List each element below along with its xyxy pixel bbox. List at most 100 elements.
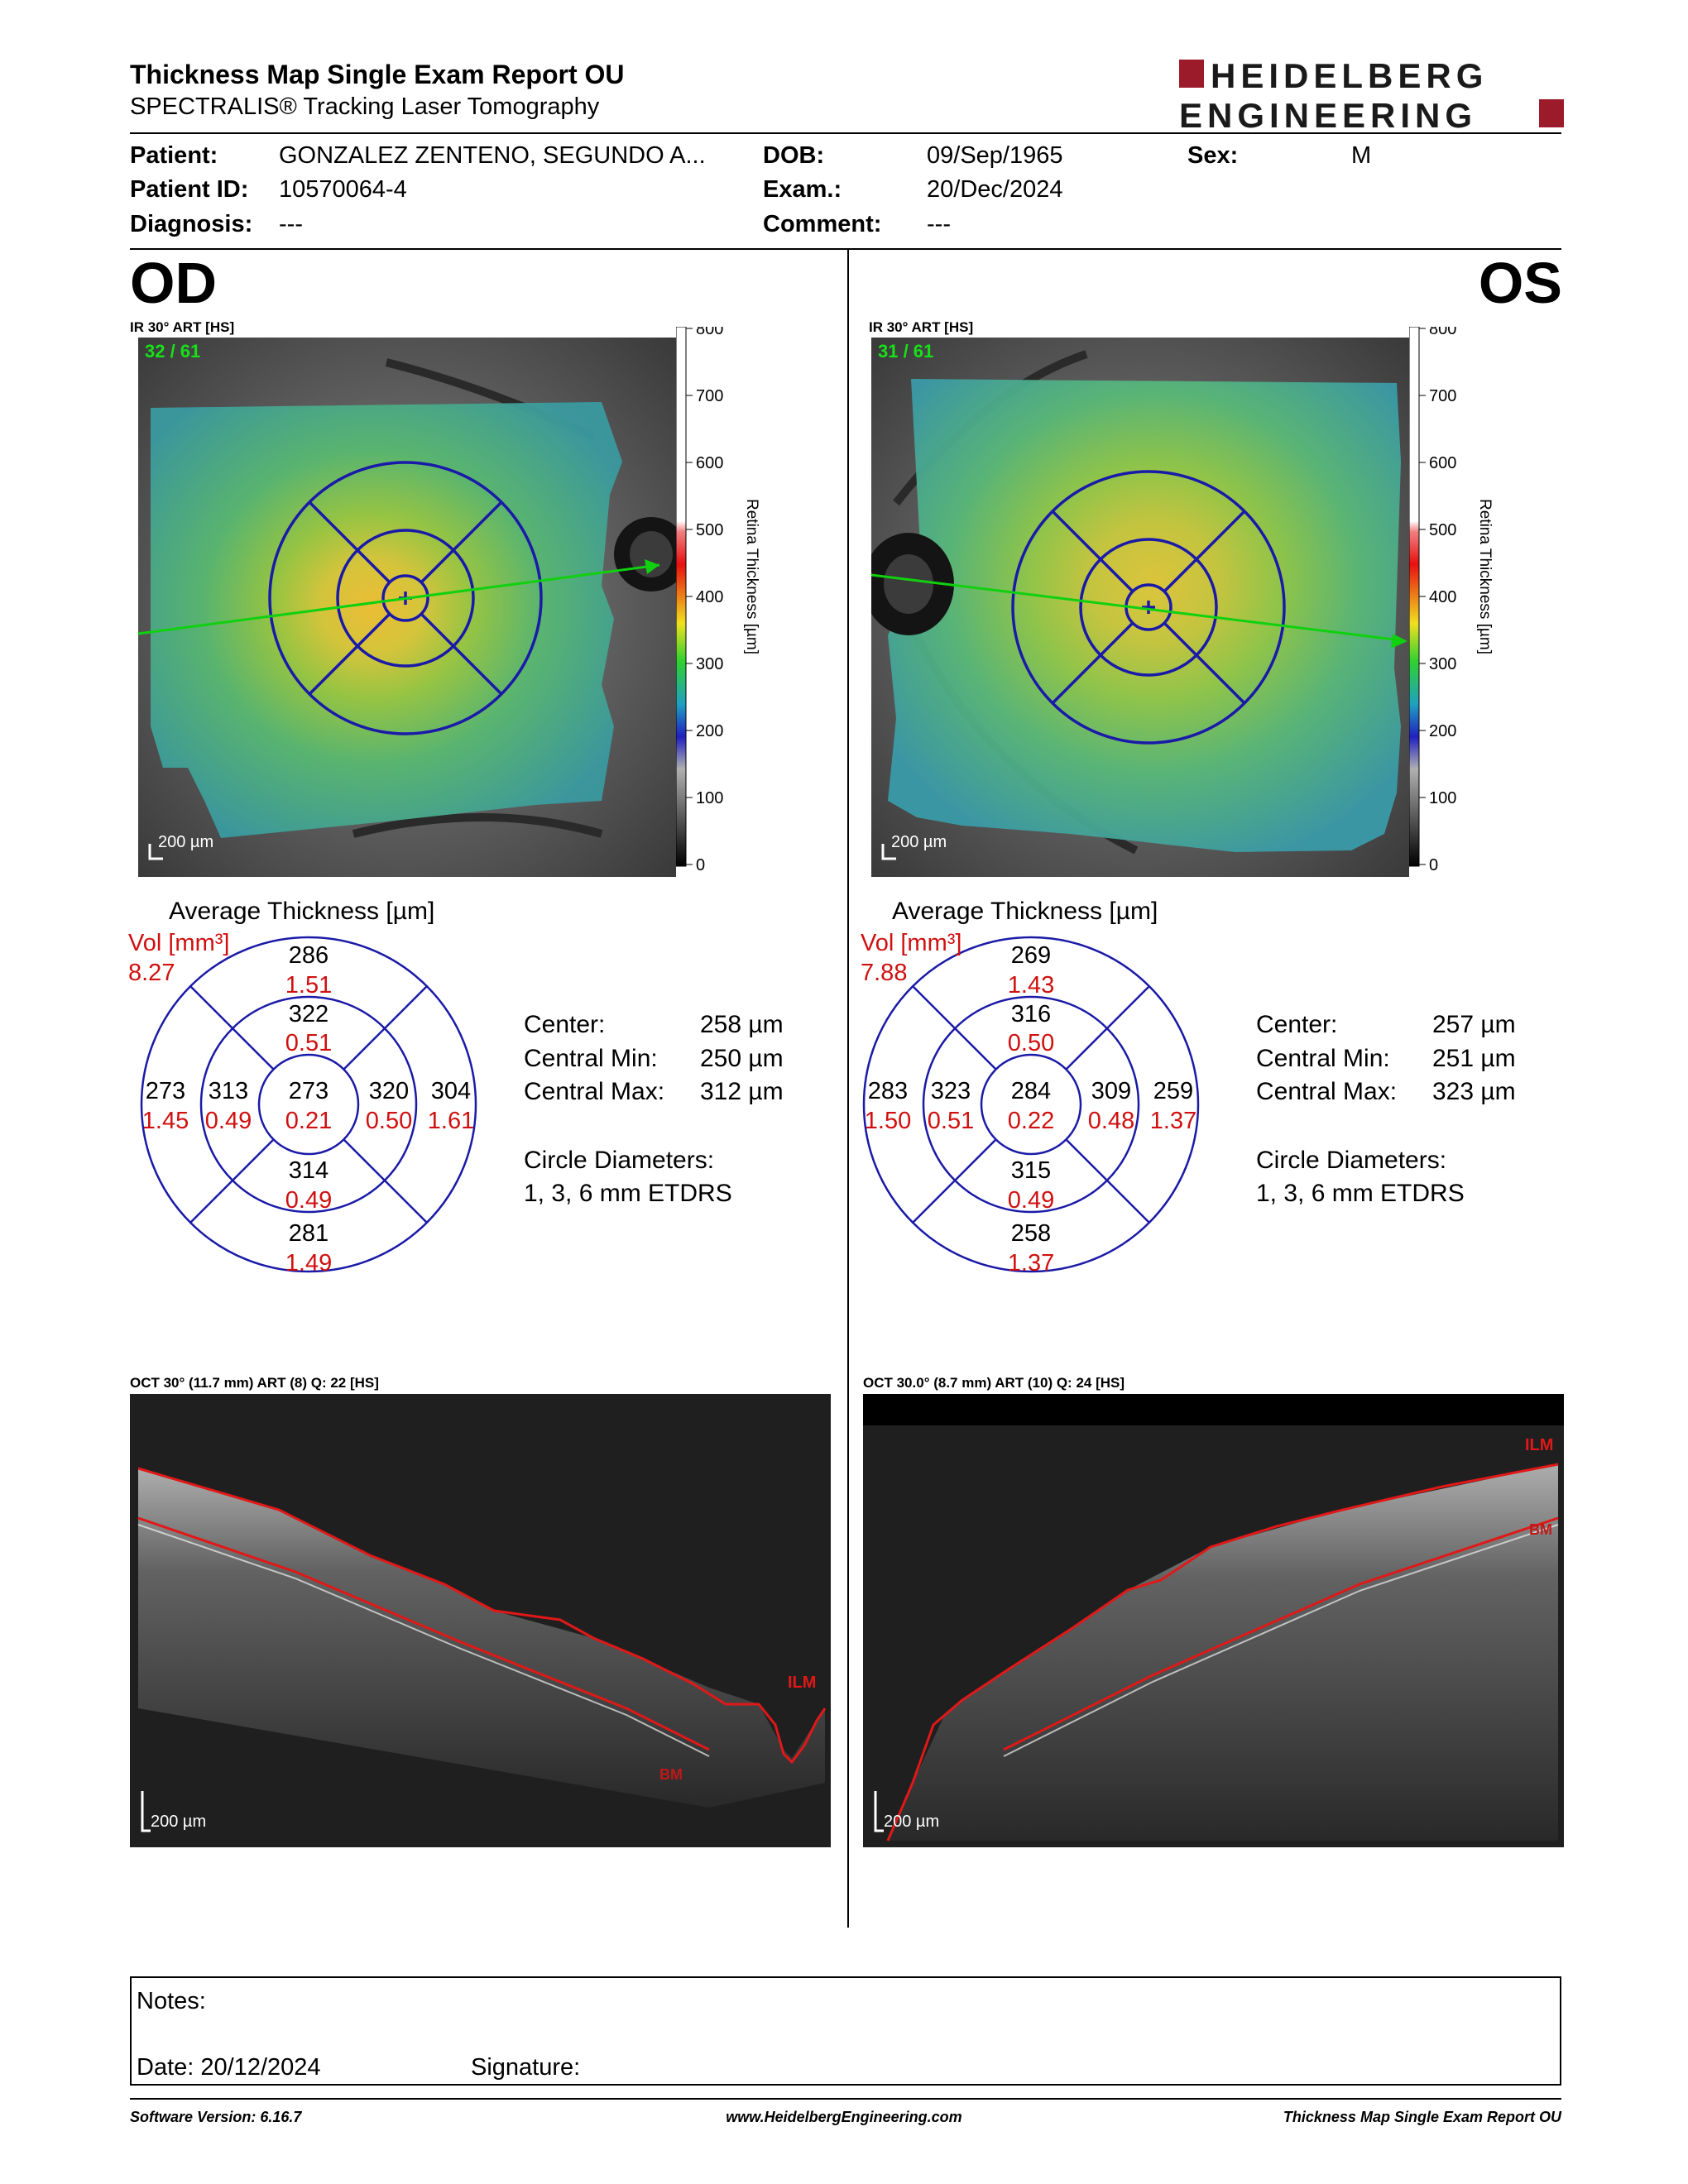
heidelberg-logo: HEIDELBERG ENGINEERING bbox=[1179, 56, 1564, 132]
exam-label: Exam.: bbox=[763, 176, 842, 203]
os-outer-inf-volume: 1.37 bbox=[1008, 1250, 1054, 1276]
os-center-volume: 0.22 bbox=[1008, 1108, 1054, 1134]
os-oct-label: OCT 30.0° (8.7 mm) ART (10) Q: 24 [HS] bbox=[863, 1375, 1125, 1391]
os-scan-line bbox=[871, 573, 1402, 642]
footer-report-name: Thickness Map Single Exam Report OU bbox=[1283, 2109, 1561, 2125]
footer-software-version: Software Version: 6.16.7 bbox=[130, 2109, 302, 2125]
os-center-value: 257 µm bbox=[1432, 1011, 1516, 1038]
os-eye-label: OS bbox=[1478, 251, 1562, 315]
os-colorbar-tick: 500 bbox=[1429, 521, 1456, 539]
od-colorbar-tick: 400 bbox=[696, 588, 723, 606]
os-inner-right-thickness: 309 bbox=[1091, 1078, 1131, 1104]
od-map-label: IR 30° ART [HS] bbox=[130, 319, 235, 335]
os-central-min-value: 251 µm bbox=[1432, 1045, 1516, 1072]
od-center-label: Center: bbox=[524, 1011, 606, 1038]
patient-value: GONZALEZ ZENTENO, SEGUNDO A... bbox=[279, 142, 706, 169]
od-colorbar-tick: 500 bbox=[696, 521, 723, 539]
od-center-value: 258 µm bbox=[700, 1011, 784, 1038]
os-colorbar-tick: 100 bbox=[1429, 789, 1456, 807]
od-inner-right-volume: 0.50 bbox=[366, 1108, 412, 1134]
od-central-min-label: Central Min: bbox=[524, 1045, 658, 1072]
footer-website: www.HeidelbergEngineering.com bbox=[726, 2109, 962, 2125]
report-title: Thickness Map Single Exam Report OU bbox=[130, 60, 625, 89]
od-colorbar-tick: 300 bbox=[696, 655, 723, 673]
os-frame-count: 31 / 61 bbox=[878, 341, 933, 362]
os-vol-label: Vol [mm³] bbox=[861, 930, 962, 956]
logo-text-line2: ENGINEERING bbox=[1179, 96, 1477, 132]
od-outer-right-volume: 1.61 bbox=[428, 1108, 474, 1134]
os-colorbar-tick: 0 bbox=[1429, 856, 1438, 873]
os-outer-inf-thickness: 258 bbox=[1011, 1220, 1051, 1247]
patient-label: Patient: bbox=[130, 142, 218, 169]
os-inner-inf-thickness: 315 bbox=[1011, 1157, 1051, 1184]
od-map-scale-label: 200 µm bbox=[158, 833, 213, 851]
od-central-max-label: Central Max: bbox=[524, 1078, 665, 1105]
report-subtitle: SPECTRALIS® Tracking Laser Tomography bbox=[130, 93, 600, 120]
od-inner-inf-volume: 0.49 bbox=[285, 1187, 332, 1214]
diagnosis-label: Diagnosis: bbox=[130, 211, 253, 237]
logo-text-line1: HEIDELBERG bbox=[1211, 56, 1488, 95]
od-scale-bar bbox=[148, 844, 163, 860]
od-eye-label: OD bbox=[130, 251, 217, 315]
os-scan-arrow bbox=[1391, 634, 1407, 649]
os-map-label: IR 30° ART [HS] bbox=[869, 319, 974, 335]
od-inner-left-volume: 0.49 bbox=[205, 1108, 252, 1134]
od-etdrs-chart: 286 1.51 322 0.51 273 0.21 313 0.49 320 … bbox=[140, 936, 477, 1276]
os-colorbar-tick: 300 bbox=[1429, 655, 1456, 673]
os-circle-label: Circle Diameters: bbox=[1256, 1147, 1447, 1174]
notes-date: Date: 20/12/2024 bbox=[137, 2054, 321, 2081]
od-colorbar-tick: 0 bbox=[696, 856, 705, 873]
os-oct-bscan: ILM BM 200 µm bbox=[863, 1394, 1564, 1847]
os-outer-left-thickness: 283 bbox=[868, 1078, 908, 1104]
comment-value: --- bbox=[927, 211, 951, 237]
os-center-thickness: 284 bbox=[1011, 1078, 1051, 1104]
os-thickness-overlay bbox=[888, 379, 1401, 852]
sex-label: Sex: bbox=[1187, 142, 1239, 169]
notes-box[interactable]: Notes: Date: 20/12/2024 Signature: bbox=[130, 1976, 1561, 2086]
os-circle-value: 1, 3, 6 mm ETDRS bbox=[1256, 1180, 1465, 1207]
od-colorbar-tick: 700 bbox=[696, 387, 723, 405]
od-circle-value: 1, 3, 6 mm ETDRS bbox=[524, 1180, 732, 1207]
os-map-scale-label: 200 µm bbox=[891, 833, 947, 851]
os-oct-scale-label: 200 µm bbox=[884, 1813, 939, 1831]
os-inner-sup-volume: 0.50 bbox=[1008, 1030, 1054, 1056]
od-inner-inf-thickness: 314 bbox=[289, 1157, 328, 1184]
od-colorbar: 800 700 600 500 400 300 200 100 0 Retina… bbox=[676, 327, 760, 873]
os-bm-label: BM bbox=[1529, 1521, 1552, 1538]
os-central-max-label: Central Max: bbox=[1256, 1078, 1398, 1105]
os-inner-left-thickness: 323 bbox=[931, 1078, 971, 1104]
od-inner-sup-thickness: 322 bbox=[289, 1001, 328, 1027]
od-vol-label: Vol [mm³] bbox=[128, 930, 230, 956]
os-colorbar-tick: 800 bbox=[1429, 327, 1456, 338]
od-outer-sup-thickness: 286 bbox=[289, 942, 328, 969]
os-colorbar: 800 700 600 500 400 300 200 100 0 Retina… bbox=[1409, 327, 1494, 873]
os-outer-sup-volume: 1.43 bbox=[1008, 972, 1054, 999]
od-outer-inf-thickness: 281 bbox=[289, 1220, 328, 1247]
footer-divider bbox=[130, 2098, 1561, 2100]
od-circle-label: Circle Diameters: bbox=[524, 1147, 715, 1174]
os-outer-right-thickness: 259 bbox=[1153, 1078, 1193, 1104]
os-scale-bar bbox=[881, 844, 896, 860]
exam-value: 20/Dec/2024 bbox=[927, 176, 1063, 203]
comment-label: Comment: bbox=[763, 211, 882, 237]
os-central-max-value: 323 µm bbox=[1432, 1078, 1516, 1105]
os-central-min-label: Central Min: bbox=[1256, 1045, 1390, 1072]
od-colorbar-tick: 800 bbox=[696, 327, 723, 338]
od-vol-total: 8.27 bbox=[128, 960, 175, 986]
od-center-thickness: 273 bbox=[289, 1078, 328, 1104]
os-outer-left-volume: 1.50 bbox=[865, 1108, 911, 1134]
diagnosis-value: --- bbox=[279, 211, 303, 237]
os-bm-line bbox=[1003, 1516, 1559, 1751]
od-inner-right-thickness: 320 bbox=[369, 1078, 409, 1104]
header-divider bbox=[130, 132, 1561, 134]
os-oct-scale-bar bbox=[874, 1791, 884, 1832]
notes-signature: Signature: bbox=[471, 2054, 581, 2081]
os-outer-right-volume: 1.37 bbox=[1150, 1108, 1196, 1134]
patient-divider bbox=[130, 248, 1561, 250]
od-colorbar-tick: 100 bbox=[696, 789, 723, 807]
os-colorbar-tick: 700 bbox=[1429, 387, 1456, 405]
os-vol-total: 7.88 bbox=[861, 960, 908, 986]
od-outer-inf-volume: 1.49 bbox=[285, 1250, 332, 1276]
os-etdrs-grid bbox=[1011, 470, 1286, 745]
od-bm-label: BM bbox=[659, 1766, 683, 1783]
